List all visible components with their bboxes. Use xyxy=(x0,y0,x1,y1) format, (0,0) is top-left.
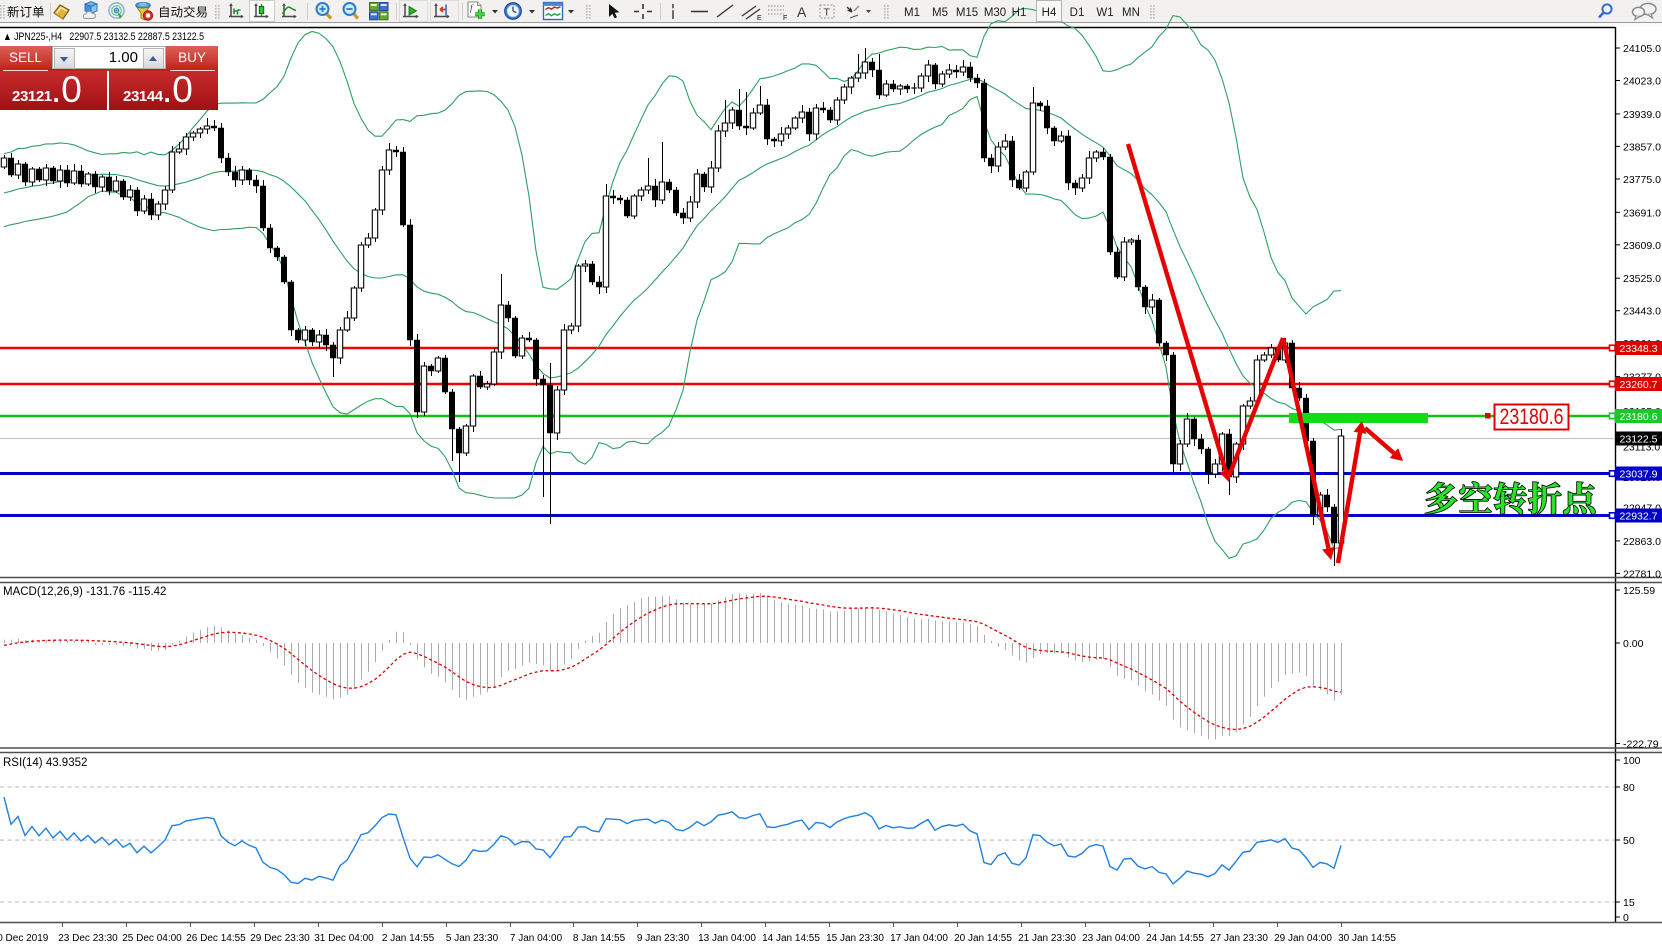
svg-text:27 Jan 23:30: 27 Jan 23:30 xyxy=(1210,933,1268,944)
svg-text:20 Jan 14:55: 20 Jan 14:55 xyxy=(954,933,1012,944)
svg-text:26 Dec 14:55: 26 Dec 14:55 xyxy=(186,933,246,944)
svg-text:MACD(12,26,9) -131.76 -115.42: MACD(12,26,9) -131.76 -115.42 xyxy=(3,586,166,598)
svg-text:50: 50 xyxy=(1623,835,1635,847)
svg-text:F: F xyxy=(783,15,787,22)
svg-text:23 Dec 23:30: 23 Dec 23:30 xyxy=(58,933,118,944)
svg-text:M5: M5 xyxy=(932,7,948,19)
svg-text:23180.6: 23180.6 xyxy=(1620,411,1658,423)
svg-text:T: T xyxy=(824,7,831,19)
svg-text:15: 15 xyxy=(1623,897,1635,909)
svg-text:M15: M15 xyxy=(956,7,978,19)
svg-text:23037.9: 23037.9 xyxy=(1620,469,1658,481)
svg-text:13 Jan 04:00: 13 Jan 04:00 xyxy=(698,933,756,944)
svg-text:23443.0: 23443.0 xyxy=(1623,306,1661,318)
svg-text:0.00: 0.00 xyxy=(1623,638,1644,650)
svg-text:29 Jan 04:00: 29 Jan 04:00 xyxy=(1274,933,1332,944)
svg-text:30 Jan 14:55: 30 Jan 14:55 xyxy=(1338,933,1396,944)
svg-text:17 Jan 04:00: 17 Jan 04:00 xyxy=(890,933,948,944)
svg-text:H4: H4 xyxy=(1042,7,1057,19)
svg-text:23857.0: 23857.0 xyxy=(1623,141,1661,153)
svg-text:M30: M30 xyxy=(984,7,1006,19)
svg-text:23180.6: 23180.6 xyxy=(1500,404,1564,429)
svg-text:H1: H1 xyxy=(1012,7,1027,19)
svg-text:23691.0: 23691.0 xyxy=(1623,207,1661,219)
svg-text:80: 80 xyxy=(1623,782,1635,794)
svg-text:RSI(14) 43.9352: RSI(14) 43.9352 xyxy=(3,757,87,769)
svg-text:2 Jan 14:55: 2 Jan 14:55 xyxy=(382,933,435,944)
svg-text:23775.0: 23775.0 xyxy=(1623,174,1661,186)
svg-text:22781.0: 22781.0 xyxy=(1623,568,1661,580)
svg-text:24105.0: 24105.0 xyxy=(1623,43,1661,55)
svg-text:23122.5: 23122.5 xyxy=(1620,434,1658,446)
svg-text:7 Jan 04:00: 7 Jan 04:00 xyxy=(510,933,563,944)
svg-text:23609.0: 23609.0 xyxy=(1623,240,1661,252)
svg-text:21 Jan 23:30: 21 Jan 23:30 xyxy=(1018,933,1076,944)
svg-text:MN: MN xyxy=(1122,7,1140,19)
svg-text:22863.0: 22863.0 xyxy=(1623,536,1661,548)
svg-text:23525.0: 23525.0 xyxy=(1623,273,1661,285)
svg-text:D1: D1 xyxy=(1070,7,1085,19)
svg-text:0: 0 xyxy=(1623,912,1629,924)
svg-text:31 Dec 04:00: 31 Dec 04:00 xyxy=(314,933,374,944)
svg-text:20 Dec 2019: 20 Dec 2019 xyxy=(0,933,49,944)
svg-text:M1: M1 xyxy=(904,7,920,19)
svg-text:E: E xyxy=(757,15,762,22)
svg-text:23 Jan 04:00: 23 Jan 04:00 xyxy=(1082,933,1140,944)
svg-text:15 Jan 23:30: 15 Jan 23:30 xyxy=(826,933,884,944)
svg-text:A: A xyxy=(797,4,807,20)
svg-text:f: f xyxy=(470,3,474,13)
svg-text:29 Dec 23:30: 29 Dec 23:30 xyxy=(250,933,310,944)
svg-text:22932.7: 22932.7 xyxy=(1620,511,1658,523)
svg-text:23939.0: 23939.0 xyxy=(1623,109,1661,121)
svg-text:-222.79: -222.79 xyxy=(1623,739,1659,751)
svg-text:8 Jan 14:55: 8 Jan 14:55 xyxy=(573,933,626,944)
svg-text:9 Jan 23:30: 9 Jan 23:30 xyxy=(637,933,690,944)
svg-text:100: 100 xyxy=(1623,755,1641,767)
svg-text:14 Jan 14:55: 14 Jan 14:55 xyxy=(762,933,820,944)
svg-text:25 Dec 04:00: 25 Dec 04:00 xyxy=(122,933,182,944)
svg-text:W1: W1 xyxy=(1096,7,1113,19)
svg-text:125.59: 125.59 xyxy=(1623,585,1655,597)
svg-text:▲ JPN225-,H4 22907.5 23132.5: ▲ JPN225-,H4 22907.5 23132.5 22887.5 231… xyxy=(3,31,204,43)
svg-text:23260.7: 23260.7 xyxy=(1620,379,1658,391)
svg-text:24 Jan 14:55: 24 Jan 14:55 xyxy=(1146,933,1204,944)
svg-text:23348.3: 23348.3 xyxy=(1620,343,1658,355)
svg-text:5 Jan 23:30: 5 Jan 23:30 xyxy=(446,933,499,944)
svg-text:24023.0: 24023.0 xyxy=(1623,76,1661,88)
